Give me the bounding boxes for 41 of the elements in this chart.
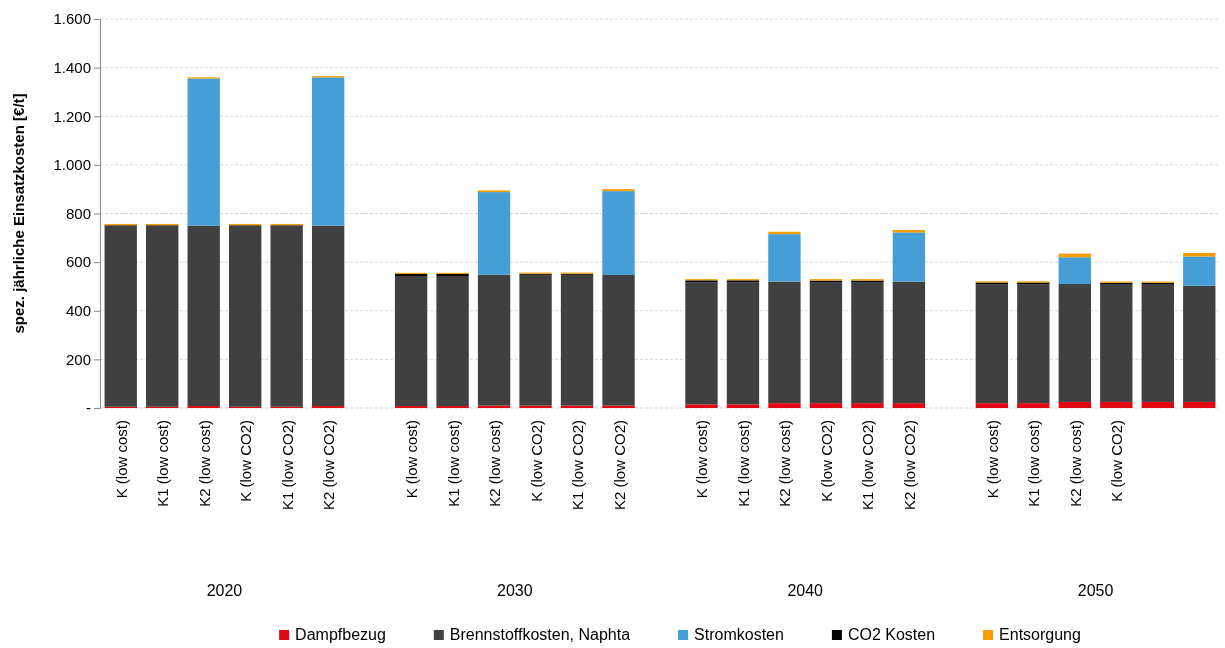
x-tick-label: K (low cost) bbox=[983, 420, 1001, 499]
y-tick-label: 800 bbox=[65, 204, 91, 222]
x-tick-label: K1 (low cost) bbox=[444, 420, 462, 507]
y-tick-label: - bbox=[86, 399, 91, 417]
legend-label: Brennstoffkosten, Naphta bbox=[449, 626, 631, 643]
x-tick-label: K1 (low cost) bbox=[1025, 420, 1043, 507]
x-tick-label: K (low cost) bbox=[403, 420, 421, 499]
x-tick-label: K1 (low cost) bbox=[154, 420, 172, 507]
legend-label: Stromkosten bbox=[694, 626, 784, 643]
x-tick-label: K2 (low CO2) bbox=[900, 420, 918, 511]
y-tick-label: 200 bbox=[65, 350, 91, 368]
text: 2050 bbox=[1077, 582, 1114, 599]
y-axis-title: spez. jährliche Einsatzkosten [€/t] bbox=[10, 93, 27, 334]
text: 2030 bbox=[497, 582, 533, 599]
x-tick-label: K2 (low CO2) bbox=[320, 420, 338, 511]
y-tick-label: 400 bbox=[65, 302, 91, 320]
x-tick-label: K (low cost) bbox=[693, 420, 711, 499]
x-tick-label: K (low CO2) bbox=[1108, 420, 1126, 502]
y-tick-label: 1.200 bbox=[53, 107, 91, 125]
y-tick-label: 600 bbox=[65, 253, 91, 271]
x-tick-label: K1 (low CO2) bbox=[569, 420, 587, 511]
y-tick-label: 1.400 bbox=[53, 58, 91, 76]
x-tick-label: K (low CO2) bbox=[817, 420, 835, 502]
x-tick-label: K2 (low cost) bbox=[486, 420, 504, 507]
text: 2040 bbox=[787, 582, 824, 599]
x-tick-label: K2 (low cost) bbox=[1066, 420, 1084, 507]
x-tick-label: K1 (low CO2) bbox=[859, 420, 877, 511]
x-tick-label: K (low CO2) bbox=[527, 420, 545, 502]
x-tick-label: K (low cost) bbox=[112, 420, 130, 499]
y-tick-label: 1.600 bbox=[53, 10, 91, 28]
x-tick-label: K2 (low CO2) bbox=[610, 420, 628, 511]
x-tick-label: K2 (low cost) bbox=[776, 420, 794, 507]
x-tick-label: K1 (low CO2) bbox=[278, 420, 296, 511]
x-tick-label: K (low CO2) bbox=[237, 420, 255, 502]
x-tick-label: K1 (low cost) bbox=[734, 420, 752, 507]
x-tick-label: K2 (low cost) bbox=[195, 420, 213, 507]
legend-label: Dampfbezug bbox=[295, 626, 386, 643]
y-tick-label: 1.000 bbox=[53, 156, 91, 174]
legend-label: CO2 Kosten bbox=[847, 626, 936, 643]
legend-label: Entsorgung bbox=[999, 626, 1081, 643]
text: 2020 bbox=[206, 582, 243, 599]
